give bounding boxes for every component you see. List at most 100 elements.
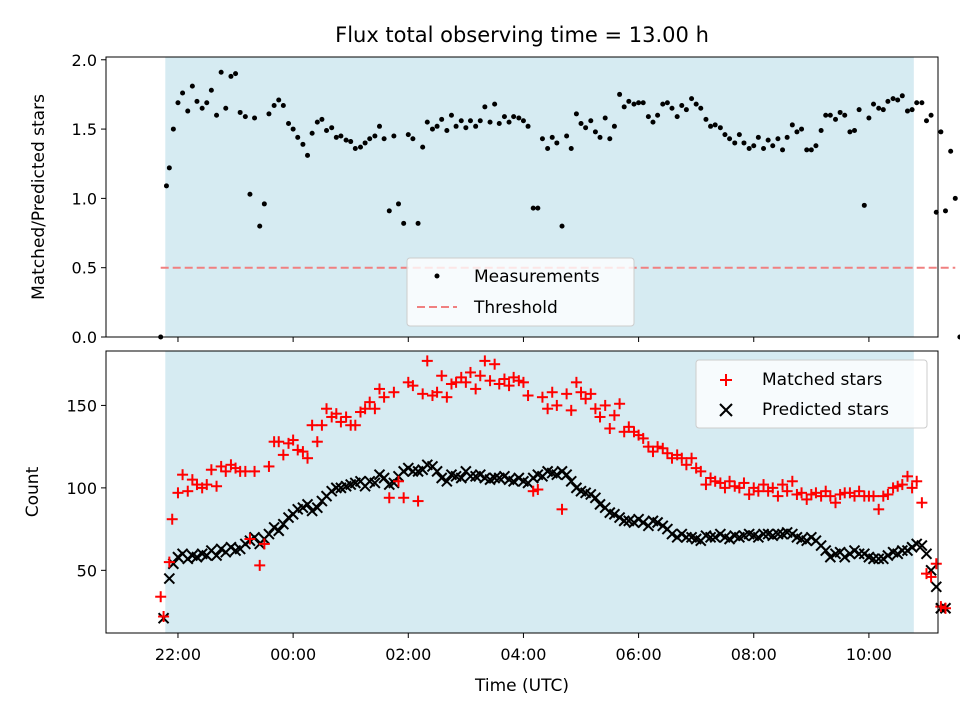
matched-star-point <box>364 396 376 408</box>
matched-star-point <box>686 452 698 464</box>
matched-star-point <box>916 497 928 509</box>
measurement-point <box>904 108 910 114</box>
measurement-point <box>271 103 277 109</box>
matched-star-point <box>273 436 285 448</box>
measurement-point <box>520 118 526 124</box>
matched-star-point <box>580 393 592 405</box>
matched-star-point <box>503 380 515 392</box>
measurement-point <box>448 112 454 118</box>
measurement-point <box>885 98 891 104</box>
matched-star-point <box>211 480 223 492</box>
x-tick-label: 02:00 <box>385 645 431 664</box>
measurement-point <box>376 123 382 129</box>
measurement-point <box>564 133 570 139</box>
matched-star-point <box>599 399 611 411</box>
measurement-point <box>919 100 925 106</box>
matched-star-point <box>287 434 299 446</box>
matched-star-point <box>700 479 712 491</box>
measurement-point <box>463 125 469 131</box>
measurement-point <box>755 134 761 140</box>
predicted-stars-points <box>157 459 952 624</box>
measurement-point <box>583 125 589 131</box>
measurement-point <box>305 152 311 158</box>
matched-star-point <box>407 380 419 392</box>
matched-star-point <box>220 465 232 477</box>
measurement-point <box>357 144 363 150</box>
matched-star-point <box>378 391 390 403</box>
top-legend-box <box>406 257 635 327</box>
matched-star-point <box>498 373 510 385</box>
measurement-point <box>861 202 867 208</box>
measurement-points <box>158 69 960 340</box>
measurement-point <box>952 195 958 201</box>
measurement-point <box>761 145 767 151</box>
predicted-star-point <box>704 531 717 544</box>
measurement-point <box>367 136 373 142</box>
matched-star-point <box>546 386 558 398</box>
top-y-tick-label: 0.5 <box>72 259 97 278</box>
measurement-point <box>837 109 843 115</box>
top-panel: 0.0 0.5 1.0 1.5 2.0 Flux total observing tim… <box>29 23 960 347</box>
measurement-point <box>645 114 651 120</box>
legend-matched-label: Matched stars <box>762 370 882 390</box>
measurement-point <box>617 91 623 97</box>
matched-star-point <box>431 386 443 398</box>
matched-star-point <box>464 366 476 378</box>
measurement-point <box>942 208 948 214</box>
measurement-point <box>621 104 627 110</box>
measurement-point <box>765 137 771 143</box>
matched-star-point <box>781 485 793 497</box>
matched-star-point <box>561 388 573 400</box>
measurement-point <box>420 144 426 150</box>
matched-star-point <box>172 487 184 499</box>
matched-star-point <box>680 459 692 471</box>
matched-star-point <box>565 404 577 416</box>
matched-star-point <box>772 490 784 502</box>
measurement-point <box>549 134 555 140</box>
matched-star-point <box>297 446 309 458</box>
predicted-star-point <box>163 572 176 585</box>
measurement-point <box>698 105 704 111</box>
matched-star-point <box>417 388 429 400</box>
predicted-star-point <box>608 508 621 520</box>
predicted-star-point <box>435 472 448 484</box>
measurement-point <box>467 118 473 124</box>
matched-star-point <box>585 388 597 400</box>
measurement-point <box>300 141 306 147</box>
predicted-star-point <box>820 544 832 557</box>
x-tick-label: 00:00 <box>270 645 316 664</box>
matched-star-point <box>551 399 563 411</box>
measurement-point <box>473 123 479 129</box>
predicted-star-point <box>388 477 400 489</box>
measurement-point <box>223 105 229 111</box>
matched-star-point <box>311 436 323 448</box>
matched-star-point <box>470 383 482 395</box>
measurement-point <box>727 136 733 142</box>
measurement-point <box>410 136 416 142</box>
measurement-point <box>338 133 344 139</box>
matched-star-point <box>166 513 178 525</box>
measurement-point <box>650 119 656 125</box>
x-tick-label: 06:00 <box>616 645 662 664</box>
predicted-star-point <box>407 465 419 478</box>
measurement-point <box>876 105 882 111</box>
measurement-point <box>827 112 833 118</box>
matched-star-point <box>263 460 275 472</box>
bottom-y-ticks: 50 100 150 <box>66 396 106 580</box>
measurement-point <box>391 133 397 139</box>
top-y-tick-label: 1.0 <box>72 189 97 208</box>
matched-star-point <box>939 602 951 614</box>
measurement-point <box>185 108 191 114</box>
measurement-point <box>813 143 819 149</box>
matched-star-point <box>777 479 789 491</box>
measurement-point <box>847 129 853 135</box>
matched-star-point <box>388 386 400 398</box>
predicted-star-point <box>277 518 290 530</box>
measurement-point <box>492 101 498 107</box>
matched-star-point <box>608 409 620 421</box>
measurement-point <box>789 122 795 128</box>
legend-predicted-label: Predicted stars <box>762 400 889 420</box>
predicted-star-point <box>709 531 721 544</box>
measurement-point <box>189 83 195 89</box>
measurement-point <box>247 191 253 197</box>
